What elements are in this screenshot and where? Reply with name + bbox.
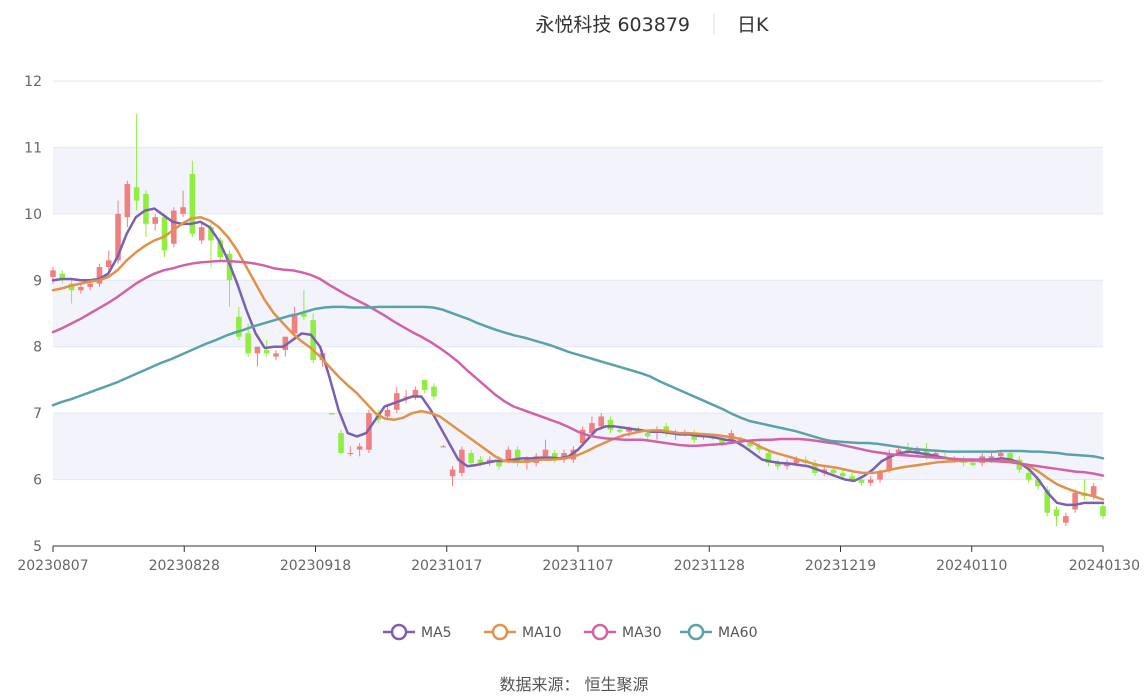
candle [180,190,186,218]
candle [328,413,335,415]
y-tick-label: 5 [33,539,42,555]
x-tick-label: 20230807 [17,558,88,574]
y-tick-label: 8 [33,340,42,356]
data-source: 数据来源： 恒生聚源 [499,675,648,694]
candle [756,443,762,453]
candle [301,290,307,321]
candle [765,449,772,467]
legend-item-ma30[interactable]: MA30 [584,623,661,641]
candle [431,383,437,400]
candle [1063,512,1069,527]
x-tick-label: 20240110 [936,558,1007,574]
x-axis: 20230807 20230828 20230918 20231017 20231107… [17,545,1140,574]
legend-item-ma5[interactable]: MA5 [383,623,452,641]
candle [254,346,261,367]
candle [105,250,112,271]
candle [449,466,456,487]
candle [1053,506,1060,527]
y-tick-label: 7 [33,406,42,422]
candle [412,386,419,400]
candle [78,283,84,294]
candle [124,180,131,228]
candle [68,280,75,304]
y-axis: 5 6 7 8 9 10 11 12 [24,74,42,555]
y-tick-label: 12 [24,74,42,90]
candle [384,406,391,420]
y-tick-label: 6 [33,473,42,489]
legend-item-ma60[interactable]: MA60 [680,623,757,641]
legend-label: MA5 [421,625,452,641]
y-tick-label: 9 [33,273,42,289]
candle [273,350,279,360]
candle [356,443,363,457]
candle [394,386,400,414]
x-tick-label: 20231107 [542,558,613,574]
candle [143,190,149,238]
legend-item-ma10[interactable]: MA10 [484,623,561,641]
candle [514,446,521,467]
candle [607,416,614,434]
candle [403,389,409,404]
candle [867,476,874,487]
legend-label: MA60 [718,625,757,641]
x-tick-label: 20231219 [805,558,876,574]
candle [347,446,354,457]
candle [366,409,372,453]
x-tick-label: 20231017 [411,558,482,574]
legend-marker-icon [591,623,609,641]
y-tick-label: 10 [24,207,42,223]
legend-marker-icon [390,623,408,641]
candle [96,263,103,287]
candle [236,306,242,341]
candle [421,379,428,394]
candle [338,429,344,455]
candle [663,423,670,437]
line-ma60 [51,305,1105,460]
candle [1100,502,1106,520]
legend-label: MA10 [522,625,561,641]
grid-bands [53,147,1103,480]
candle [440,445,447,448]
x-tick-label: 20230828 [149,558,220,574]
candle [570,446,577,463]
grid-band [53,147,1103,214]
moving-average-lines [51,207,1105,507]
candle [1072,489,1078,513]
line-ma10 [51,215,1105,501]
legend[interactable]: MA5 MA10 MA30 MA60 [383,623,757,641]
x-tick-label: 20231128 [674,558,745,574]
candle [59,270,66,284]
y-tick-label: 11 [24,140,42,156]
candle [1081,479,1088,500]
chart-subtitle: 日K [737,14,769,36]
candle [133,114,140,211]
candle [1025,469,1032,483]
grid-band [53,280,1103,347]
line-ma30 [51,259,1105,477]
candle [291,306,298,337]
candle [551,449,558,463]
x-tick-label: 20230918 [280,558,351,574]
candle [914,446,920,457]
x-tick-label: 20240130 [1069,558,1140,574]
candle [198,223,205,244]
legend-marker-icon [687,623,705,641]
candle [171,207,177,248]
candle [152,213,158,231]
chart-title: 永悦科技 603879 [535,14,690,36]
candle [542,439,549,460]
candle [468,449,474,467]
grid-band [53,413,1103,480]
legend-label: MA30 [622,625,661,641]
legend-marker-icon [491,623,509,641]
